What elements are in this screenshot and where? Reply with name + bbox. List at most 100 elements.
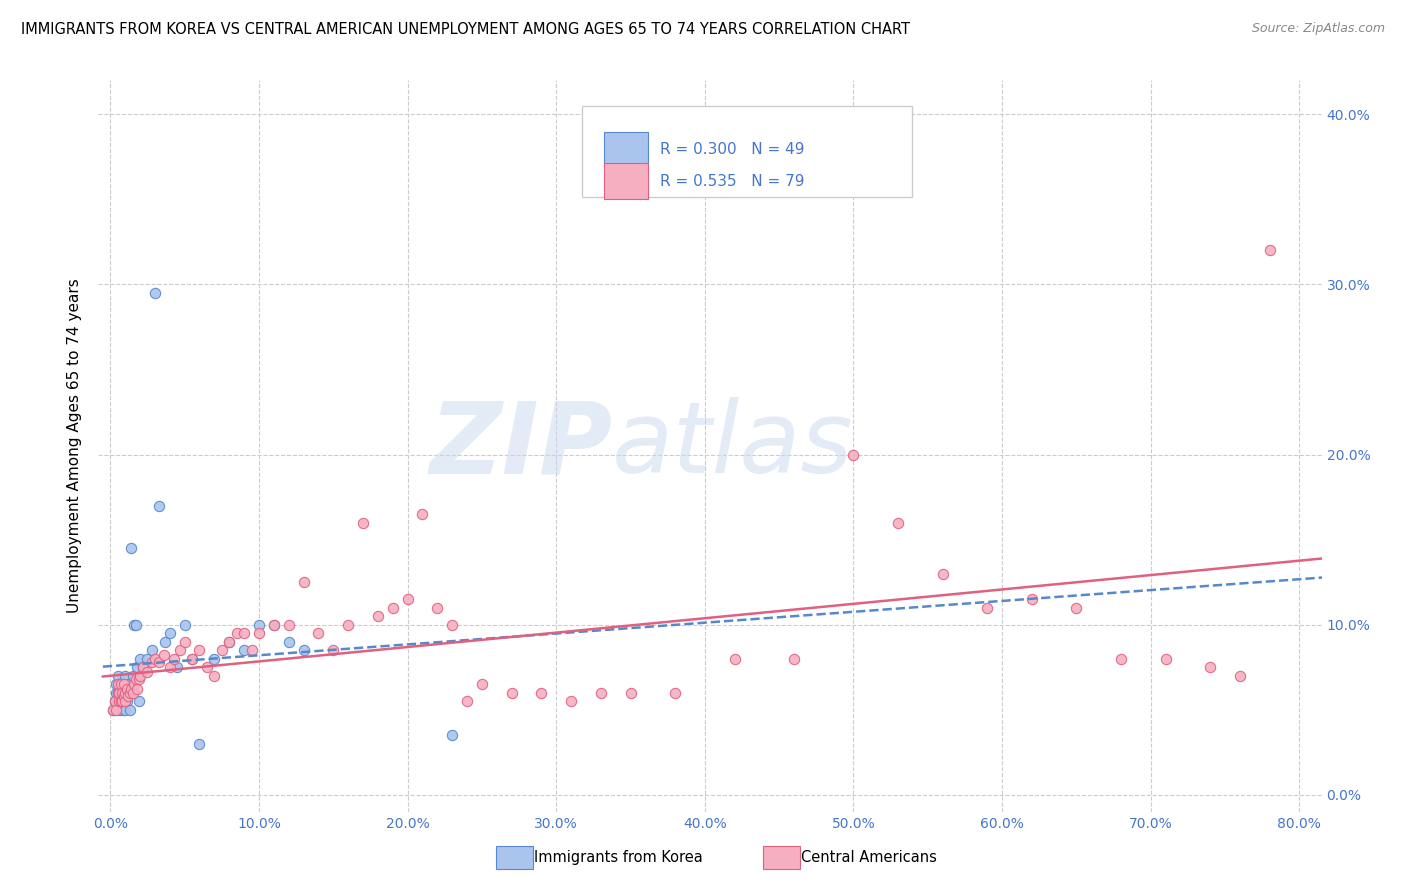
Point — [117, 677, 139, 691]
Point — [188, 643, 211, 657]
Point — [128, 672, 150, 686]
Point — [195, 660, 218, 674]
Point — [103, 703, 125, 717]
Point — [125, 660, 148, 674]
Point — [124, 617, 146, 632]
Point — [292, 643, 315, 657]
Point — [104, 694, 127, 708]
Point — [218, 634, 240, 648]
Point — [132, 660, 155, 674]
Point — [120, 682, 142, 697]
Point — [114, 668, 136, 682]
Point — [115, 694, 138, 708]
Point — [107, 668, 129, 682]
Point — [129, 668, 152, 682]
Text: IMMIGRANTS FROM KOREA VS CENTRAL AMERICAN UNEMPLOYMENT AMONG AGES 65 TO 74 YEARS: IMMIGRANTS FROM KOREA VS CENTRAL AMERICA… — [21, 22, 910, 37]
Point — [120, 541, 142, 555]
Point — [842, 448, 865, 462]
Point — [783, 651, 806, 665]
Point — [122, 677, 145, 691]
Point — [111, 694, 134, 708]
Point — [112, 694, 135, 708]
Point — [118, 686, 141, 700]
Point — [277, 617, 299, 632]
Point — [112, 686, 135, 700]
Point — [117, 686, 139, 700]
Point — [107, 686, 129, 700]
Point — [143, 285, 166, 300]
Point — [105, 677, 128, 691]
Point — [122, 617, 145, 632]
Point — [381, 600, 404, 615]
Point — [114, 703, 136, 717]
Point — [107, 686, 129, 700]
Point — [887, 516, 910, 530]
FancyBboxPatch shape — [603, 132, 648, 168]
Text: Central Americans: Central Americans — [801, 850, 938, 864]
FancyBboxPatch shape — [582, 106, 912, 197]
Point — [166, 660, 188, 674]
Point — [136, 651, 159, 665]
Point — [411, 507, 433, 521]
Point — [292, 575, 315, 590]
Point — [263, 617, 285, 632]
Point — [441, 728, 464, 742]
Point — [108, 703, 131, 717]
Point — [247, 626, 270, 640]
Point — [619, 686, 641, 700]
Point — [218, 634, 240, 648]
Point — [501, 686, 523, 700]
Text: Source: ZipAtlas.com: Source: ZipAtlas.com — [1251, 22, 1385, 36]
Point — [114, 686, 136, 700]
Point — [118, 686, 141, 700]
Point — [1258, 244, 1281, 258]
Point — [560, 694, 582, 708]
Point — [110, 686, 132, 700]
Point — [173, 634, 195, 648]
Point — [105, 703, 128, 717]
Point — [664, 686, 686, 700]
Point — [723, 651, 745, 665]
Point — [367, 609, 389, 624]
Point — [352, 516, 374, 530]
Point — [136, 665, 159, 680]
Point — [456, 694, 478, 708]
Point — [141, 655, 163, 669]
Point — [110, 694, 132, 708]
Point — [108, 686, 131, 700]
Text: Immigrants from Korea: Immigrants from Korea — [534, 850, 703, 864]
Point — [225, 626, 247, 640]
Point — [115, 682, 138, 697]
Point — [159, 660, 181, 674]
Point — [132, 660, 155, 674]
Point — [141, 643, 163, 657]
Point — [240, 643, 263, 657]
Point — [108, 694, 131, 708]
Point — [202, 668, 225, 682]
Text: atlas: atlas — [612, 398, 853, 494]
Point — [108, 677, 131, 691]
Point — [211, 643, 233, 657]
Point — [148, 655, 170, 669]
Text: ZIP: ZIP — [429, 398, 612, 494]
Point — [931, 566, 953, 581]
Point — [159, 626, 181, 640]
Point — [110, 694, 132, 708]
Point — [148, 499, 170, 513]
Point — [111, 677, 134, 691]
Point — [263, 617, 285, 632]
Point — [125, 682, 148, 697]
Point — [105, 686, 128, 700]
Point — [112, 689, 135, 703]
Point — [1021, 592, 1043, 607]
Point — [322, 643, 344, 657]
Point — [188, 737, 211, 751]
Point — [103, 703, 125, 717]
Point — [112, 677, 135, 691]
Point — [307, 626, 329, 640]
Point — [1066, 600, 1088, 615]
Point — [181, 651, 204, 665]
Point — [441, 617, 464, 632]
Point — [111, 703, 134, 717]
Point — [426, 600, 449, 615]
